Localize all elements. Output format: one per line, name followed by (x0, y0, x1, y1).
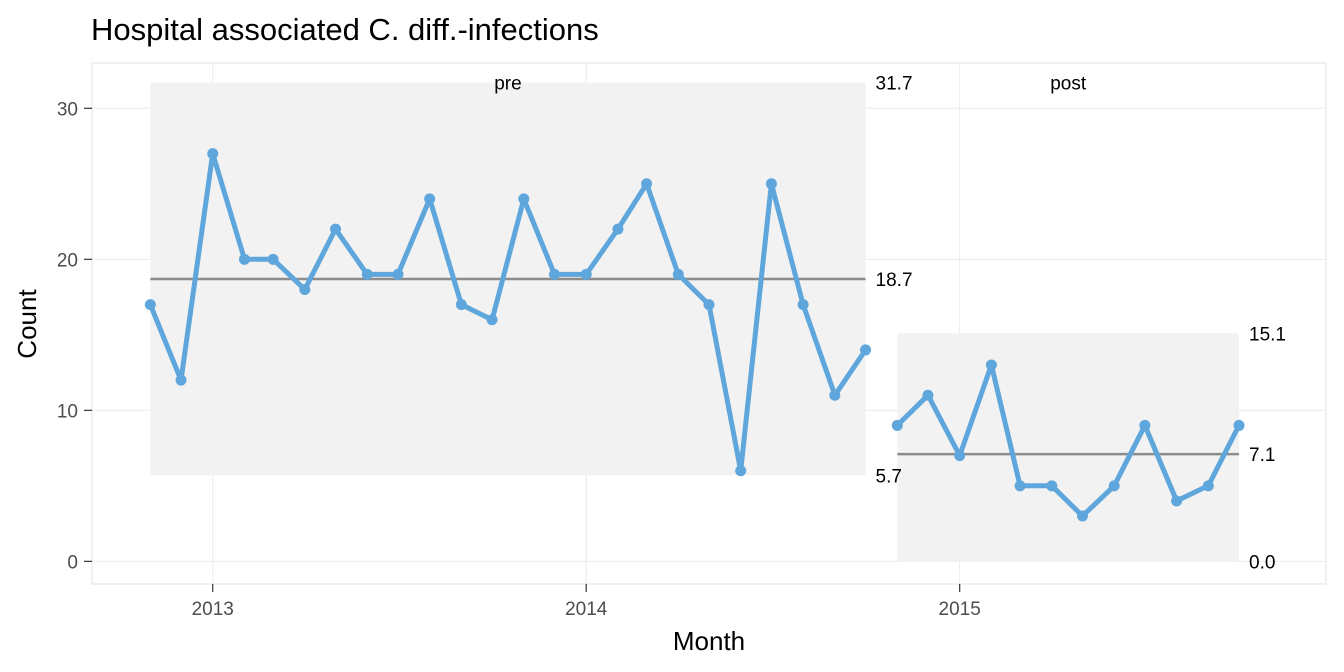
data-point-pre (765, 178, 777, 190)
data-point-post (1076, 510, 1088, 522)
data-point-pre (860, 344, 872, 356)
y-axis-title: Count (12, 289, 42, 359)
phase-label-pre: pre (494, 74, 521, 95)
data-point-pre (144, 299, 156, 311)
plot-panel (91, 62, 1327, 585)
center-label-pre: 18.7 (876, 270, 913, 291)
data-point-post (1014, 480, 1026, 492)
data-point-post (1139, 419, 1151, 431)
data-point-pre (797, 299, 809, 311)
data-point-post (1108, 480, 1120, 492)
y-tick-label: 30 (57, 99, 78, 120)
x-tick-label: 2013 (192, 599, 234, 620)
data-point-post (1171, 495, 1183, 507)
data-point-pre (580, 268, 592, 280)
data-point-post (922, 389, 934, 401)
lcl-label-post: 0.0 (1249, 552, 1275, 573)
data-point-post (1202, 480, 1214, 492)
data-point-pre (238, 253, 250, 265)
y-tick-label: 20 (57, 250, 78, 271)
data-point-pre (175, 374, 187, 386)
data-point-pre (735, 465, 747, 477)
x-tick-label: 2014 (565, 599, 608, 620)
chart-title: Hospital associated C. diff.-infections (91, 12, 599, 47)
x-tick-label: 2015 (939, 599, 981, 620)
data-point-pre (641, 178, 653, 190)
data-point-pre (299, 284, 311, 296)
data-point-pre (672, 268, 684, 280)
data-point-pre (486, 314, 498, 326)
phase-label-post: post (1050, 74, 1087, 95)
y-tick-label: 0 (67, 552, 78, 573)
series-line-post (894, 362, 1242, 519)
data-point-pre (703, 299, 715, 311)
data-point-pre (612, 223, 624, 235)
data-series (144, 148, 1245, 522)
data-point-post (1046, 480, 1058, 492)
data-point-pre (207, 148, 219, 160)
data-point-post (954, 450, 966, 462)
x-axis: 2013 2014 2015 (192, 584, 981, 620)
ucl-label-post: 15.1 (1249, 324, 1286, 345)
center-lines (150, 277, 1240, 456)
data-point-pre (424, 193, 436, 205)
data-point-post (891, 419, 903, 431)
y-tick-label: 10 (57, 401, 78, 422)
control-band-post (897, 333, 1240, 562)
data-point-post (1233, 419, 1245, 431)
lcl-label-pre: 5.7 (876, 466, 902, 487)
data-point-pre (267, 253, 279, 265)
data-point-pre (518, 193, 530, 205)
data-point-pre (455, 299, 467, 311)
ucl-label-pre: 31.7 (876, 74, 913, 95)
data-point-pre (829, 389, 841, 401)
x-axis-title: Month (673, 626, 745, 656)
data-point-post (985, 359, 997, 371)
data-point-pre (330, 223, 342, 235)
data-point-pre (548, 268, 560, 280)
y-axis: 0 10 20 30 (57, 99, 92, 573)
control-limit-bands (150, 82, 1240, 562)
data-point-pre (392, 268, 404, 280)
limit-labels: 31.7 18.7 5.7 pre 15.1 7.1 0.0 post (494, 74, 1286, 574)
data-point-pre (361, 268, 373, 280)
center-label-post: 7.1 (1249, 445, 1275, 466)
